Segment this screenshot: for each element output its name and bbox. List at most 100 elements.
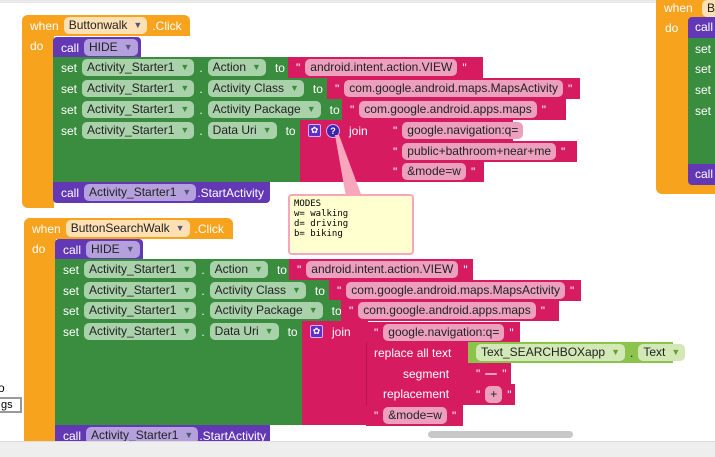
horizontal-scrollbar[interactable] (428, 431, 573, 438)
property-dropdown[interactable]: Action ▼ (207, 59, 266, 76)
block-part: Activity_Starter1 (89, 185, 177, 199)
block-part: " (337, 283, 342, 298)
segment-string[interactable]: " " (468, 363, 511, 384)
text-string[interactable]: " google.navigation:q= " (385, 120, 533, 141)
block-part: set (61, 60, 78, 75)
block-part: HIDE (89, 40, 118, 54)
event-label: .Click (152, 18, 182, 33)
block-part: set (695, 62, 712, 76)
component-dropdown[interactable]: ButtonSearchWalk ▼ (65, 220, 190, 237)
set-activity-package[interactable]: set Activity_Starter1 ▼. Activity Package ▼ t… (55, 300, 343, 321)
replacement-string[interactable]: " + " (468, 384, 515, 405)
block-field: Activity_Starter1 ▼ (84, 261, 197, 278)
block-part: set (695, 42, 712, 56)
comment-bubble[interactable]: MODES w= walking d= driving b= biking (288, 194, 414, 255)
block-part: . (201, 283, 205, 298)
set-activity-package[interactable]: set Activity_Starter1 ▼. Activity Package ▼ t… (53, 99, 343, 120)
text-string[interactable]: " android.intent.action.VIEW " (288, 57, 483, 78)
dropdown-arrow-icon: ▼ (306, 104, 316, 114)
text-string[interactable]: " com.google.android.apps.maps " (341, 300, 559, 321)
block-field: Action ▼ (209, 261, 268, 278)
replace-all-block[interactable] (366, 342, 469, 405)
gear-icon[interactable]: ✿ (310, 325, 323, 338)
call-start-activity[interactable]: call Activity_Starter1 ▼ .StartActivity (53, 182, 270, 203)
set-action[interactable]: set Activity_Starter1 ▼. Action ▼ to (53, 57, 290, 78)
set-activity-class[interactable]: set Activity_Starter1 ▼. Activity Class ▼ to (55, 280, 331, 301)
block-part: " (528, 123, 533, 138)
block-field: &mode=w (402, 163, 466, 180)
block-part: d= driving (294, 219, 349, 229)
procedure-dropdown[interactable]: HIDE ▼ (86, 241, 140, 258)
block-field: Text ▼ (638, 344, 686, 361)
procedure-dropdown[interactable]: HIDE ▼ (84, 39, 138, 56)
do-label: do (32, 242, 46, 256)
dropdown-arrow-icon: ▼ (180, 62, 190, 72)
block-field (485, 372, 498, 375)
block-part: " (374, 408, 379, 423)
block-part: " (393, 164, 398, 179)
block-part: Text (643, 345, 666, 359)
text-string[interactable]: " com.google.android.maps.MapsActivity " (329, 280, 581, 301)
text-string[interactable]: " google.navigation:q= " (366, 322, 520, 343)
dropdown-arrow-icon: ▼ (180, 83, 190, 93)
join-block[interactable]: ✿ join (302, 321, 351, 342)
block-part: Data Uri (212, 123, 257, 137)
component-dropdown[interactable]: Activity_Starter1 ▼ (82, 59, 195, 76)
block-part: call (688, 164, 715, 185)
block-part (302, 321, 368, 425)
text-string[interactable]: " &mode=w " (366, 405, 463, 426)
block-field: Bu (702, 0, 715, 17)
text-string[interactable]: " com.google.android.apps.maps " (342, 99, 566, 120)
set-data-uri[interactable]: set Activity_Starter1 ▼. Data Uri ▼ to (55, 321, 298, 342)
dropdown-arrow-icon: ▼ (254, 264, 263, 274)
block-field: com.google.android.apps.maps (359, 101, 537, 118)
block-field: Activity_Starter1 ▼ (86, 427, 199, 444)
block-part: " (393, 144, 398, 159)
block-part: . (199, 81, 203, 96)
block-part: call (63, 242, 82, 257)
question-icon[interactable]: ? (326, 123, 340, 138)
block-field: Activity_Starter1 ▼ (84, 323, 197, 340)
block-field: + (485, 386, 503, 403)
text-string[interactable]: " &mode=w " (385, 161, 484, 182)
block-part: to (314, 283, 325, 298)
block-part: to (274, 60, 285, 75)
property-dropdown[interactable]: Activity Package ▼ (207, 101, 321, 118)
textbox-text-getter[interactable]: Text_SEARCHBOXapp ▼. Text ▼ (468, 342, 686, 363)
call-start-activity[interactable]: call Activity_Starter1 ▼ .StartActivity (55, 425, 270, 446)
left-panel-label: o (0, 381, 5, 395)
join-block[interactable]: ✿? join (300, 120, 368, 141)
block-part: Action (214, 262, 249, 276)
block-part: HIDE (91, 242, 120, 256)
dropdown-arrow-icon: ▼ (252, 62, 261, 72)
block-part: " (350, 102, 355, 117)
set-data-uri[interactable]: set Activity_Starter1 ▼. Data Uri ▼ to (53, 120, 296, 141)
block-part: " (297, 262, 302, 277)
text-string[interactable]: " public+bathroom+near+me " (385, 141, 577, 162)
text-string[interactable]: " com.google.android.maps.MapsActivity " (327, 78, 580, 99)
block-part: . (199, 123, 203, 138)
set-activity-class[interactable]: set Activity_Starter1 ▼. Activity Class ▼ to (53, 78, 328, 99)
block-part: Activity_Starter1 (89, 303, 177, 317)
text-string[interactable]: " android.intent.action.VIEW " (289, 259, 473, 280)
block-field: Text_SEARCHBOXapp ▼ (476, 344, 625, 361)
block-part: set (61, 123, 78, 138)
dropdown-arrow-icon: ▼ (180, 125, 190, 135)
component-dropdown[interactable]: Buttonwalk ▼ (63, 17, 148, 34)
dropdown-arrow-icon: ▼ (182, 187, 192, 197)
block-field: Activity_Starter1 ▼ (84, 282, 197, 299)
block-part: b= biking (294, 229, 343, 239)
block-part (335, 135, 362, 197)
block-field: google.navigation:q= (383, 324, 505, 341)
block-field: com.google.android.apps.maps (358, 302, 536, 319)
do-label: do (30, 39, 44, 53)
left-panel-input[interactable]: gs (0, 397, 22, 413)
property-dropdown[interactable]: Activity Class ▼ (207, 80, 304, 97)
set-action[interactable]: set Activity_Starter1 ▼. Action ▼ to (55, 259, 291, 280)
text-value[interactable]: android.intent.action.VIEW (305, 59, 458, 76)
block-part: Activity_Starter1 (91, 428, 179, 442)
dropdown-arrow-icon: ▼ (182, 285, 192, 295)
block-part: Activity Package (214, 303, 303, 317)
gear-icon[interactable]: ✿ (308, 124, 321, 137)
block-part: " (335, 81, 340, 96)
